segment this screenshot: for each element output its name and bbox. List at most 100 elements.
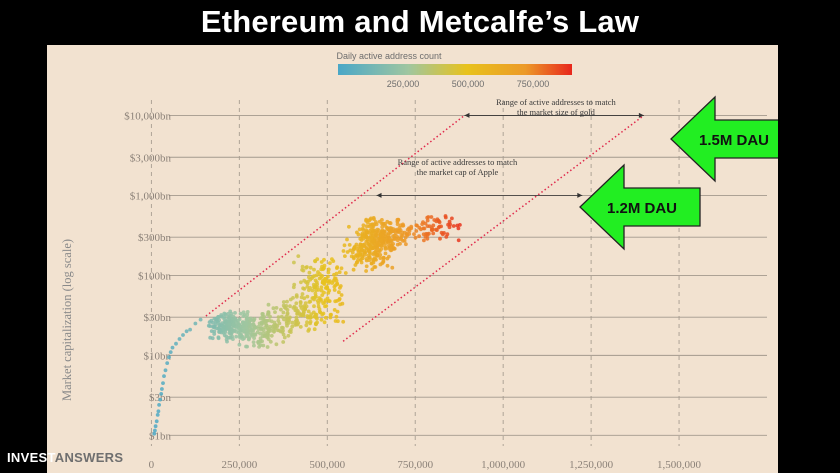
data-point (430, 227, 434, 232)
y-tick-label: $10bn (144, 350, 172, 362)
data-point (358, 252, 362, 257)
data-point (260, 339, 264, 344)
data-point (379, 247, 384, 251)
data-point (372, 256, 377, 261)
callout-label: 1.2M DAU (607, 200, 677, 217)
data-point (227, 331, 232, 335)
data-point (238, 326, 243, 331)
data-point (396, 229, 400, 234)
data-point (280, 325, 284, 330)
y-tick-label: $1bn (149, 430, 172, 442)
data-point (314, 280, 319, 284)
data-point (356, 249, 361, 254)
y-tick-label: $10,000bn (124, 110, 171, 122)
x-tick-label: 750,000 (397, 459, 433, 471)
guide-line (342, 114, 645, 342)
y-axis-label: Market capitalization (log scale) (60, 239, 74, 401)
data-point (258, 331, 263, 336)
data-point (339, 293, 344, 297)
data-point (259, 326, 264, 330)
colorbar: Daily active address count 250,000 500,00… (336, 51, 572, 89)
data-point (342, 243, 347, 248)
data-point (321, 278, 325, 283)
data-point (252, 343, 256, 348)
data-point (245, 310, 250, 314)
data-point (352, 245, 357, 250)
data-point (396, 218, 401, 222)
data-point (293, 308, 298, 313)
data-point (251, 340, 256, 344)
data-point (404, 242, 408, 247)
data-point (251, 322, 256, 326)
data-point (228, 309, 233, 314)
data-point (353, 263, 358, 267)
data-point (157, 403, 161, 407)
data-point (348, 248, 353, 253)
data-point (448, 222, 452, 227)
data-point (268, 339, 273, 344)
data-point (315, 257, 320, 262)
data-point (216, 321, 221, 325)
data-point (170, 345, 175, 350)
data-point (327, 288, 332, 293)
annotation-text: the market cap of Apple (417, 167, 499, 177)
callouts: 1.5M DAU 1.2M DAU (579, 95, 778, 251)
data-point (307, 275, 311, 280)
x-tick-label: 0 (149, 459, 155, 471)
data-point (295, 312, 299, 316)
data-point (319, 285, 324, 290)
data-point (443, 215, 448, 220)
data-point (380, 233, 385, 237)
data-point (304, 265, 308, 270)
data-point (237, 317, 242, 322)
data-point (262, 314, 266, 319)
data-point (245, 316, 250, 320)
data-point (385, 256, 390, 261)
data-point (358, 237, 363, 241)
data-point (281, 332, 286, 337)
data-point (290, 324, 295, 329)
data-point (440, 232, 445, 237)
data-point (328, 315, 333, 320)
data-point (301, 286, 305, 291)
data-point (193, 321, 198, 326)
data-point (326, 274, 330, 279)
data-point (361, 236, 366, 241)
data-point (303, 301, 308, 305)
data-point (207, 320, 212, 324)
data-point (337, 298, 341, 302)
annotation-arrowhead (577, 192, 583, 198)
data-point (381, 256, 386, 260)
colorbar-gradient (338, 64, 572, 75)
data-point (241, 310, 246, 315)
data-point (381, 241, 386, 246)
data-point (266, 329, 271, 334)
data-point (364, 264, 369, 269)
data-point (338, 284, 343, 288)
data-point (314, 273, 319, 278)
data-point (308, 265, 313, 270)
data-point (281, 310, 286, 315)
data-point (368, 252, 373, 256)
data-point (304, 323, 309, 328)
annotation-arrowhead (464, 112, 470, 118)
callout-arrow (670, 95, 778, 183)
data-point (312, 327, 317, 332)
data-point (422, 238, 426, 243)
data-point (316, 270, 320, 274)
data-point (272, 320, 277, 325)
x-tick-label: 1,500,000 (657, 459, 702, 471)
data-point (368, 244, 373, 249)
data-point (349, 254, 354, 259)
data-point (188, 327, 193, 332)
colorbar-tick-label: 750,000 (517, 79, 550, 89)
data-point (212, 332, 217, 336)
data-point (372, 251, 376, 255)
data-point (425, 233, 430, 238)
annotation-arrowhead (376, 192, 382, 198)
data-point (381, 221, 386, 226)
data-point (288, 304, 292, 309)
data-point (317, 307, 322, 311)
data-point (221, 327, 226, 332)
data-point (320, 312, 325, 317)
